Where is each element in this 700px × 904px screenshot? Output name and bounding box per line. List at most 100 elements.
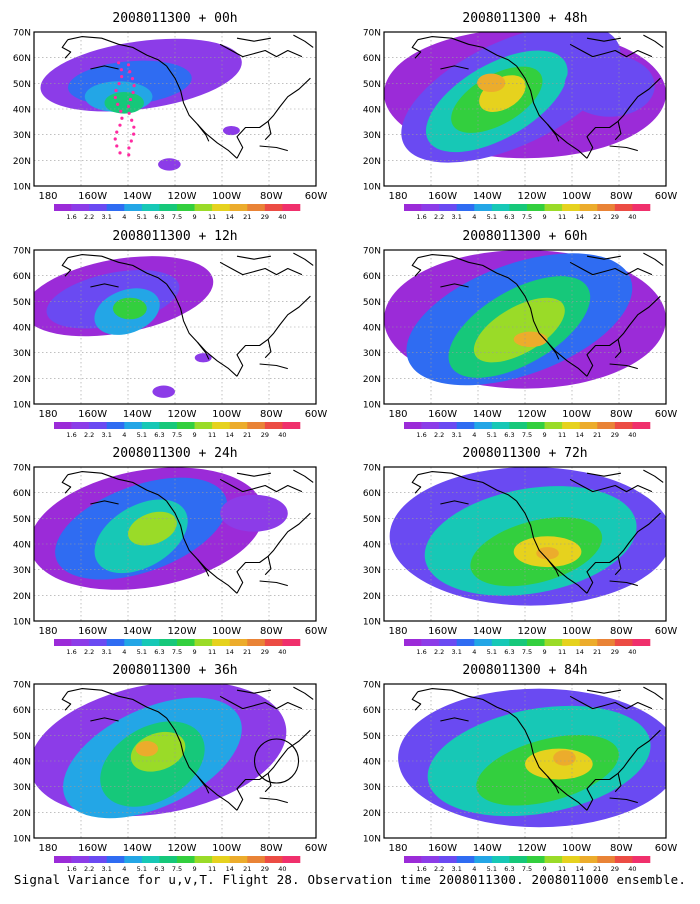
lon-tick-label: 80W [260, 409, 283, 420]
lat-tick-label: 70N [13, 29, 31, 39]
colorbar-label: 1.6 [416, 431, 426, 439]
colorbar-swatch [632, 639, 651, 646]
colorbar-swatch [544, 856, 563, 863]
colorbar-label: 1.6 [66, 865, 76, 873]
colorbar-label: 3.1 [452, 865, 462, 873]
colorbar-label: 14 [226, 213, 234, 221]
coastline [614, 339, 622, 359]
flight-observation-point [119, 109, 123, 113]
colorbar-swatch [439, 422, 458, 429]
colorbar-swatch [282, 639, 301, 646]
coastline [61, 691, 72, 711]
colorbar-label: 14 [576, 648, 584, 656]
lat-tick-label: 30N [363, 783, 381, 793]
map-panel: 2008011300 + 00h 70N 60N 50N 40N 30N 20N 10N 180… [13, 11, 328, 221]
colorbar-label: 40 [628, 648, 636, 656]
colorbar-swatch [106, 856, 125, 863]
flight-observation-point [119, 68, 124, 72]
lat-tick-label: 30N [13, 566, 31, 576]
lat-tick-label: 10N [363, 183, 381, 193]
colorbar-swatch [71, 204, 90, 211]
contour-region [513, 331, 548, 348]
lon-tick-label: 140W [473, 626, 502, 637]
lon-tick-label: 100W [212, 843, 241, 854]
lat-tick-label: 30N [13, 131, 31, 141]
colorbar-swatch [439, 639, 458, 646]
coastline [643, 34, 664, 48]
lon-tick-label: 140W [473, 191, 502, 202]
lat-tick-label: 50N [13, 732, 31, 742]
colorbar-label: 7.5 [172, 431, 182, 439]
colorbar-swatch [632, 856, 651, 863]
lon-tick-label: 180 [388, 626, 407, 637]
colorbar-label: 21 [243, 431, 251, 439]
lon-tick-label: 120W [168, 626, 197, 637]
lat-tick-label: 50N [363, 732, 381, 742]
lat-tick-label: 70N [363, 464, 381, 474]
coastline [90, 283, 119, 288]
map-frame [33, 31, 317, 187]
coastline [236, 689, 271, 694]
colorbar-label: 14 [226, 648, 234, 656]
coastline [417, 471, 517, 502]
panel-title: 2008011300 + 36h [112, 663, 237, 678]
colorbar-swatch [141, 639, 160, 646]
lon-tick-label: 120W [168, 191, 197, 202]
lon-tick-label: 140W [123, 191, 152, 202]
colorbar-label: 4 [472, 213, 476, 221]
colorbar-label: 21 [243, 648, 251, 656]
coastline [219, 261, 303, 276]
colorbar-label: 2.2 [84, 431, 94, 439]
colorbar-swatch [212, 856, 231, 863]
lon-tick-label: 180 [388, 191, 407, 202]
lat-tick-label: 20N [363, 592, 381, 602]
colorbar-label: 29 [611, 648, 619, 656]
lon-tick-label: 60W [655, 843, 678, 854]
lat-tick-label: 60N [13, 489, 31, 499]
lat-tick-label: 30N [363, 349, 381, 359]
colorbar-label: 4 [472, 865, 476, 873]
colorbar-swatch [282, 204, 301, 211]
flight-observation-point [127, 146, 131, 150]
lon-tick-label: 120W [518, 409, 547, 420]
colorbar-swatch [562, 204, 581, 211]
colorbar-swatch [177, 422, 195, 429]
colorbar-swatch [194, 639, 213, 646]
coastline [586, 37, 621, 42]
colorbar-swatch [404, 422, 422, 429]
colorbar-label: 14 [576, 213, 584, 221]
colorbar-label: 2.2 [84, 213, 94, 221]
colorbar: 1.6 2.2 3.1 4 5.1 6.3 7.5 9 11 14 21 29 40 [404, 856, 651, 873]
colorbar-label: 7.5 [172, 213, 182, 221]
lat-tick-label: 20N [13, 809, 31, 819]
colorbar-swatch [527, 204, 545, 211]
coastline [547, 559, 560, 577]
colorbar-label: 11 [558, 865, 566, 873]
colorbar-swatch [527, 639, 545, 646]
lat-tick-label: 60N [363, 489, 381, 499]
lon-tick-label: 80W [610, 843, 633, 854]
coastline [61, 257, 72, 277]
contour-region [536, 547, 559, 560]
colorbar-swatch [141, 422, 160, 429]
colorbar-swatch [579, 856, 598, 863]
lon-tick-label: 160W [78, 409, 107, 420]
lat-tick-label: 50N [363, 80, 381, 90]
flight-observation-point [128, 70, 132, 74]
colorbar-label: 29 [261, 431, 269, 439]
map-panel: 2008011300 + 48h 70N 60N 50N 40N 30N 20N 10N 180… [363, 11, 678, 221]
lon-tick-label: 160W [78, 843, 107, 854]
lat-tick-label: 70N [363, 247, 381, 257]
coastline [293, 686, 314, 700]
lon-tick-label: 160W [78, 191, 107, 202]
flight-observation-point [116, 102, 120, 106]
flight-observation-point [118, 151, 122, 155]
colorbar-label: 5.1 [137, 648, 147, 656]
colorbar-label: 11 [208, 431, 216, 439]
colorbar-label: 9 [543, 431, 547, 439]
flight-observation-point [120, 75, 124, 79]
colorbar-swatch [71, 856, 90, 863]
lat-tick-label: 20N [13, 157, 31, 167]
colorbar-label: 2.2 [84, 865, 94, 873]
colorbar-swatch [264, 639, 283, 646]
